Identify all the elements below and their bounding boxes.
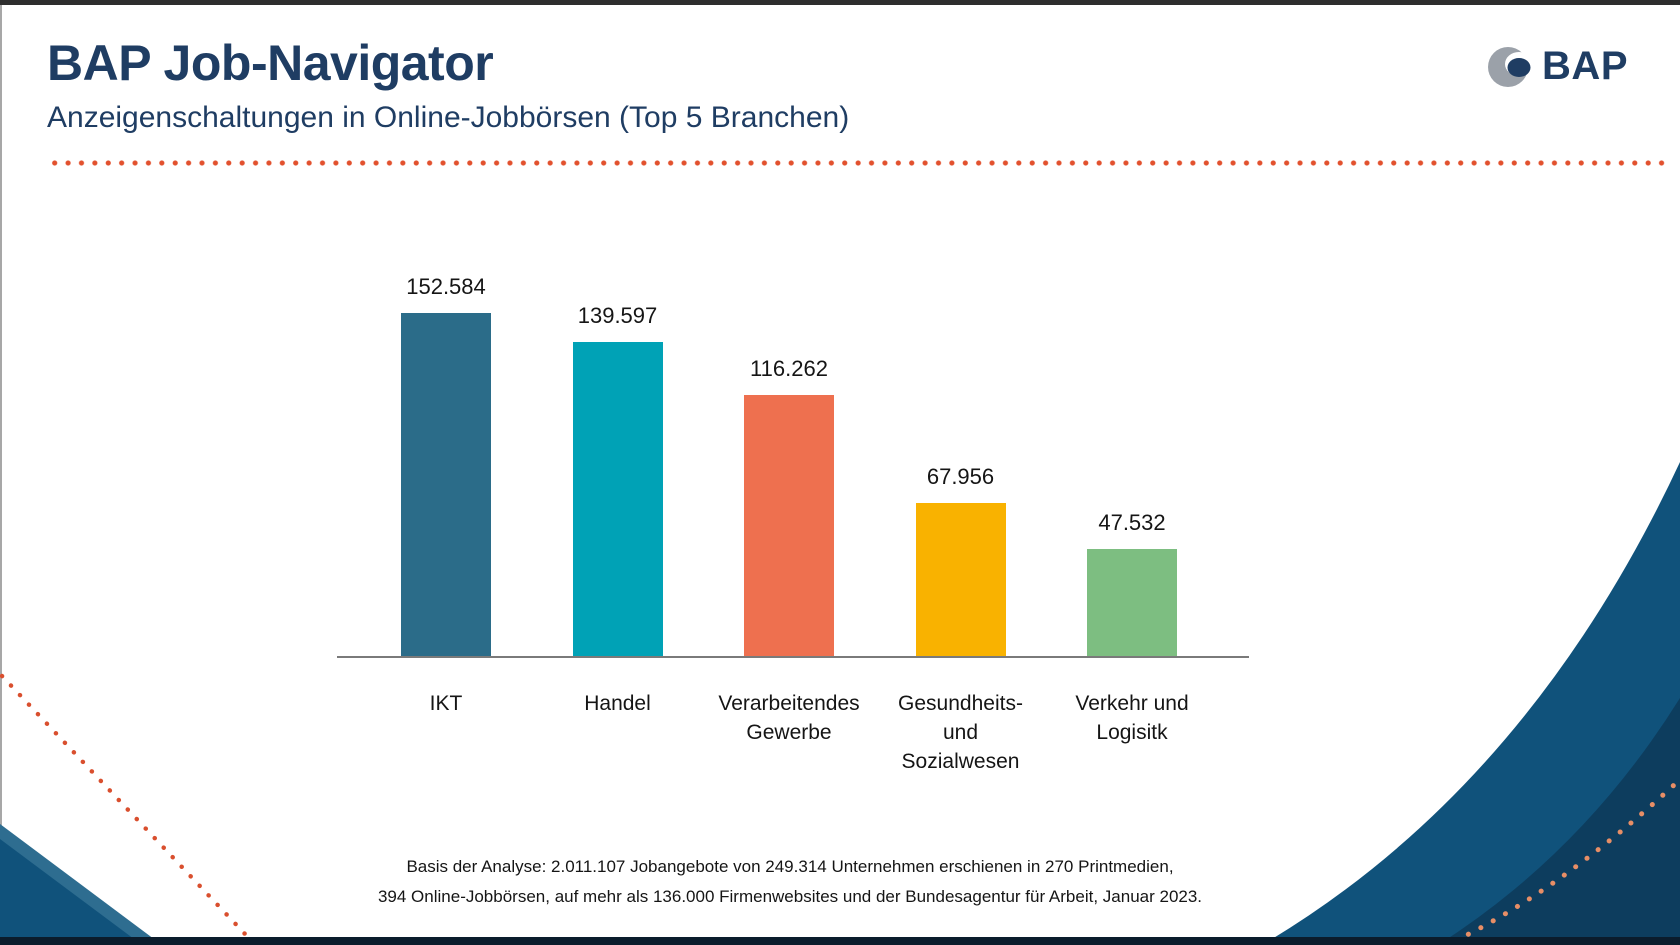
bar-3 <box>744 395 834 656</box>
category-label-5: Verkehr und Logisitk <box>1075 692 1189 744</box>
category-labels: IKT Handel Verarbeitendes Gewerbe Gesundhei… <box>337 689 1249 799</box>
bar-value-label-1: 152.584 <box>406 274 486 299</box>
bar-1 <box>401 313 491 656</box>
bar-value-label-4: 67.956 <box>926 464 995 489</box>
category-label-1: IKT <box>429 692 463 715</box>
bar-chart-plot-area: 152.584 139.597 116.262 67.956 47.532 <box>337 270 1249 658</box>
top-border <box>0 0 1680 5</box>
footnote-line-2: 394 Online-Jobbörsen, auf mehr als 136.0… <box>377 887 1203 906</box>
dotted-curve-bottom-right <box>1439 776 1680 945</box>
dotted-divider <box>48 160 1670 166</box>
corner-wave-inner-band <box>1438 698 1680 945</box>
page-subtitle: Anzeigenschaltungen in Online-Jobbörsen … <box>47 101 850 134</box>
corner-wedge-bottom-left <box>0 839 142 945</box>
bar-4 <box>915 503 1006 656</box>
footnote-line-1: Basis der Analyse: 2.011.107 Jobangebote… <box>406 857 1174 876</box>
bar-5 <box>1087 549 1177 656</box>
header: BAP Job-Navigator Anzeigenschaltungen in… <box>47 34 849 136</box>
bap-logo-icon <box>1488 46 1533 87</box>
page-title: BAP Job-Navigator <box>47 35 494 91</box>
category-label-2: Handel <box>584 692 651 715</box>
bottom-border <box>0 937 1680 945</box>
chart-footnote: Basis der Analyse: 2.011.107 Jobangebote… <box>250 852 1330 912</box>
category-label-3: Verarbeitendes Gewerbe <box>718 692 860 744</box>
bar-2 <box>572 342 663 656</box>
corner-wedge-edge <box>0 824 162 945</box>
dotted-diagonal-bottom-left <box>0 673 259 945</box>
bap-logo: BAP <box>1488 44 1628 89</box>
bar-value-label-3: 116.262 <box>750 356 828 381</box>
bar-value-label-2: 139.597 <box>577 303 658 328</box>
bar-value-label-5: 47.532 <box>1098 510 1166 535</box>
category-label-4: Gesundheits- und Sozialwesen <box>898 692 1023 773</box>
bap-logo-text: BAP <box>1542 44 1628 88</box>
